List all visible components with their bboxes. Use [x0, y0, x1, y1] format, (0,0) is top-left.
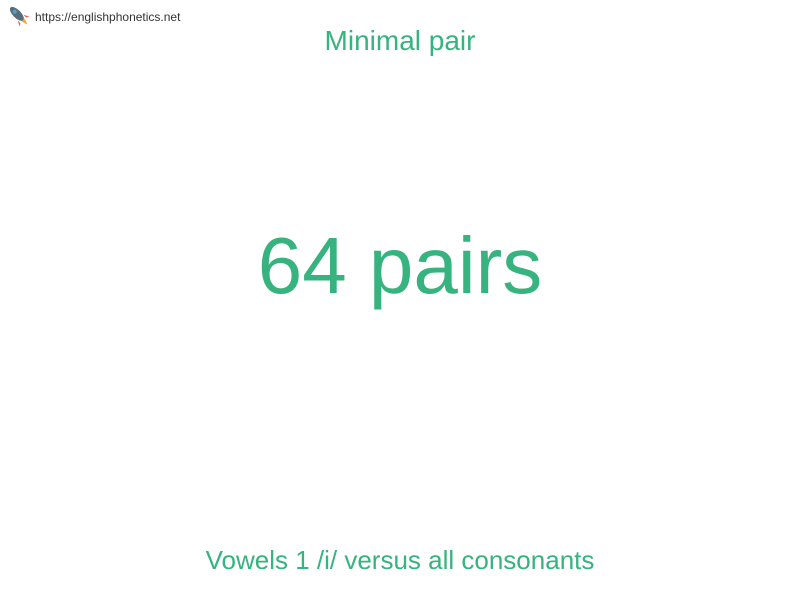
rocket-icon — [5, 2, 33, 30]
main-pair-count: 64 pairs — [258, 220, 543, 312]
page-title: Minimal pair — [325, 25, 476, 57]
url-text: https://englishphonetics.net — [35, 10, 180, 24]
subtitle-description: Vowels 1 /i/ versus all consonants — [206, 545, 595, 576]
